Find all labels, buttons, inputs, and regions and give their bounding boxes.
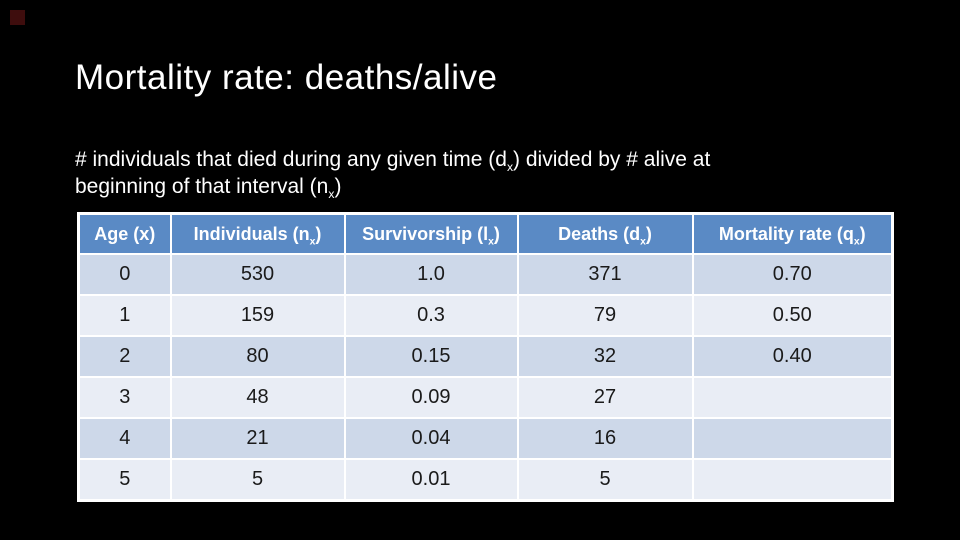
cell-survivorship: 0.01 — [343, 458, 519, 502]
cell-age: 3 — [77, 376, 172, 419]
cell-age: 4 — [77, 417, 172, 460]
life-table: Age (x) Individuals (nx) Survivorship (l… — [77, 212, 894, 502]
cell-survivorship: 0.15 — [343, 335, 519, 378]
header-mortality-rate-label: Mortality rate (q — [718, 223, 854, 244]
header-age: Age (x) — [77, 212, 172, 255]
header-deaths: Deaths (dx) — [516, 212, 694, 255]
cell-deaths: 371 — [516, 253, 694, 296]
cell-individuals: 5 — [169, 458, 346, 502]
header-deaths-subscript: x — [640, 236, 646, 248]
table-row: 3 48 0.09 27 — [77, 376, 894, 419]
header-individuals-label: Individuals (n — [193, 223, 310, 244]
body-line2-subscript: x — [328, 187, 335, 202]
cell-survivorship: 0.09 — [343, 376, 519, 419]
cell-mortality-rate — [691, 458, 894, 502]
cell-deaths: 79 — [516, 294, 694, 337]
body-line1-text: # individuals that died during any given… — [75, 148, 507, 171]
cell-deaths: 5 — [516, 458, 694, 502]
cell-survivorship: 1.0 — [343, 253, 519, 296]
cell-age: 0 — [77, 253, 172, 296]
table-header-row: Age (x) Individuals (nx) Survivorship (l… — [77, 212, 894, 255]
body-line1-subscript: x — [506, 160, 514, 175]
body-line2-text-tail: ) — [334, 175, 342, 198]
cell-mortality-rate: 0.50 — [691, 294, 894, 337]
header-deaths-label: Deaths (d — [558, 223, 641, 244]
table-row: 1 159 0.3 79 0.50 — [77, 294, 894, 337]
body-line2-text: beginning of that interval (n — [75, 175, 329, 198]
body-line1-text-tail: ) divided by # alive at — [513, 148, 711, 171]
cell-individuals: 80 — [169, 335, 346, 378]
header-mortality-rate-subscript: x — [853, 236, 860, 248]
header-age-label: Age (x) — [94, 223, 156, 244]
cell-mortality-rate — [691, 417, 894, 460]
cell-mortality-rate — [691, 376, 894, 419]
cell-individuals: 21 — [169, 417, 346, 460]
header-survivorship-subscript: x — [488, 236, 494, 248]
header-mortality-rate: Mortality rate (qx) — [691, 212, 894, 255]
table-row: 2 80 0.15 32 0.40 — [77, 335, 894, 378]
cell-age: 1 — [77, 294, 172, 337]
header-individuals-subscript: x — [309, 236, 316, 248]
cell-individuals: 48 — [169, 376, 346, 419]
header-survivorship-label: Survivorship (l — [362, 223, 489, 244]
table-row: 0 530 1.0 371 0.70 — [77, 253, 894, 296]
header-survivorship: Survivorship (lx) — [343, 212, 519, 255]
table-row: 4 21 0.04 16 — [77, 417, 894, 460]
accent-square — [10, 10, 25, 25]
table-row: 5 5 0.01 5 — [77, 458, 894, 502]
cell-survivorship: 0.04 — [343, 417, 519, 460]
cell-individuals: 159 — [169, 294, 346, 337]
header-individuals: Individuals (nx) — [169, 212, 346, 255]
body-paragraph: # individuals that died during any given… — [75, 146, 885, 200]
body-line-1: # individuals that died during any given… — [75, 146, 885, 173]
cell-age: 5 — [77, 458, 172, 502]
cell-deaths: 32 — [516, 335, 694, 378]
slide-title: Mortality rate: deaths/alive — [75, 58, 498, 97]
body-line-2: beginning of that interval (nx) — [75, 173, 885, 200]
cell-individuals: 530 — [169, 253, 346, 296]
cell-deaths: 27 — [516, 376, 694, 419]
cell-deaths: 16 — [516, 417, 694, 460]
cell-mortality-rate: 0.70 — [691, 253, 894, 296]
cell-mortality-rate: 0.40 — [691, 335, 894, 378]
cell-age: 2 — [77, 335, 172, 378]
cell-survivorship: 0.3 — [343, 294, 519, 337]
